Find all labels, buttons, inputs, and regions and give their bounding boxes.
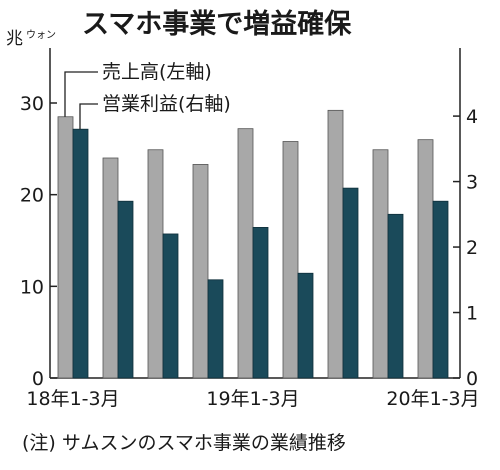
y-right-tick-label: 4	[466, 106, 478, 128]
y-right-tick-label: 3	[466, 172, 478, 194]
chart-title: スマホ事業で増益確保	[82, 8, 352, 40]
y-right-tick-label: 1	[466, 303, 478, 325]
bar-operating-profit	[297, 272, 314, 379]
bar-operating-profit	[162, 233, 179, 379]
x-tick-label: 20年1-3月	[386, 388, 479, 410]
bar-sales	[237, 128, 254, 379]
bar-sales	[102, 157, 119, 379]
x-tick-label: 19年1-3月	[206, 388, 299, 410]
chart-note: (注) サムスンのスマホ事業の業績推移	[22, 432, 346, 454]
bar-sales	[282, 141, 299, 379]
y-unit-sub-label: ウォン	[26, 29, 56, 41]
bar-sales	[372, 149, 389, 379]
bar-sales	[147, 149, 164, 379]
legend-leader-sales	[64, 71, 98, 117]
y-right-tick-label: 2	[466, 237, 478, 259]
bar-sales	[57, 116, 74, 379]
y-left-tick-label: 30	[20, 93, 44, 115]
y-left-tick-label: 0	[32, 368, 44, 390]
bar-operating-profit	[252, 227, 269, 379]
bar-operating-profit	[342, 187, 359, 379]
bar-operating-profit	[72, 128, 89, 379]
y-left-tick-label: 20	[20, 185, 44, 207]
bar-operating-profit	[207, 279, 224, 379]
plot-area: 0 10 20 30 0 1 2 3 4 18年1-3月 19年1-3月 20年1-3月 売上高(左軸)…	[20, 48, 480, 410]
legend-leader-operating-profit	[79, 103, 98, 130]
y-unit-label: 兆	[6, 29, 23, 49]
bar-sales	[192, 164, 209, 379]
y-right-tick-label: 0	[466, 368, 478, 390]
x-tick-label: 18年1-3月	[26, 388, 119, 410]
bar-sales	[417, 139, 434, 379]
bar-operating-profit	[432, 200, 449, 379]
y-left-tick-label: 10	[20, 276, 44, 298]
legend-sales: 売上高(左軸)	[102, 61, 212, 83]
bar-sales	[327, 109, 344, 379]
bar-operating-profit	[387, 213, 404, 379]
legend-operating-profit: 営業利益(右軸)	[102, 93, 231, 115]
bar-operating-profit	[117, 200, 134, 379]
